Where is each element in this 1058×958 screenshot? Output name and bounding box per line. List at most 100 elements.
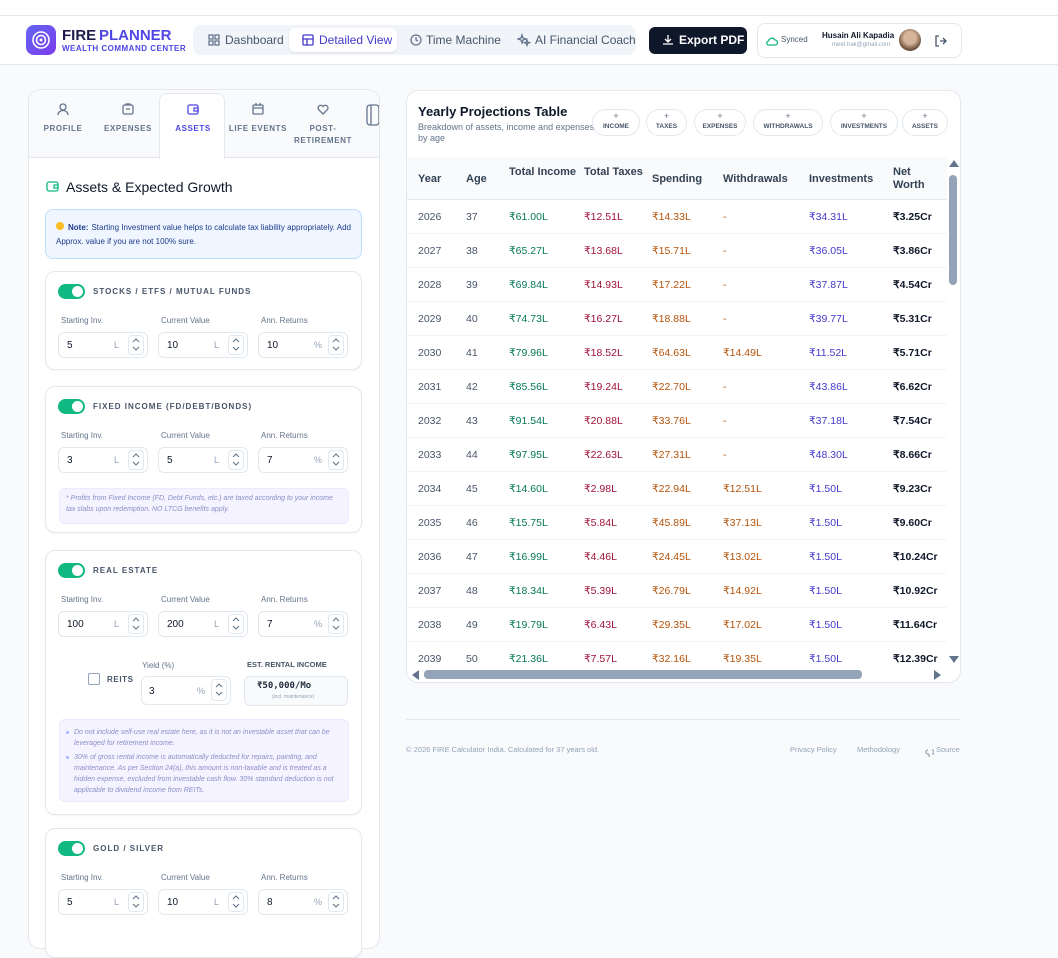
table-cell: ₹9.23Cr bbox=[893, 483, 932, 495]
table-cell: ₹3.25Cr bbox=[893, 211, 932, 223]
avatar[interactable] bbox=[899, 29, 921, 51]
h-scroll-left[interactable] bbox=[412, 670, 419, 680]
table-cell: ₹15.71L bbox=[652, 245, 691, 257]
table-cell: ₹4.54Cr bbox=[893, 279, 932, 291]
table-cell: ₹16.99L bbox=[509, 551, 548, 563]
table-cell: 2030 bbox=[418, 347, 442, 359]
column-toggle[interactable] bbox=[902, 109, 948, 136]
spinner-arrows bbox=[332, 895, 340, 908]
note-label: Note: bbox=[68, 223, 89, 232]
tab[interactable]: PROFILE bbox=[43, 124, 83, 133]
spinner-arrows bbox=[132, 338, 140, 351]
spinner[interactable] bbox=[228, 614, 244, 634]
table-cell: ₹18.34L bbox=[509, 585, 548, 597]
field-value: 10 bbox=[167, 340, 179, 351]
field-label: Ann. Returns bbox=[261, 316, 308, 325]
tab[interactable]: POST-RETIREMENT bbox=[294, 124, 352, 145]
footer-link[interactable]: Methodology bbox=[857, 745, 900, 754]
tab[interactable]: LIFE EVENTS bbox=[228, 124, 288, 133]
column-toggle[interactable] bbox=[830, 109, 898, 136]
spinner[interactable] bbox=[228, 450, 244, 470]
export-icon bbox=[661, 33, 675, 47]
table-cell: ₹18.88L bbox=[652, 313, 691, 325]
spinner[interactable] bbox=[328, 450, 344, 470]
column-toggle[interactable] bbox=[592, 109, 640, 136]
table-cell: ₹5.71Cr bbox=[893, 347, 932, 359]
table-row bbox=[407, 540, 947, 574]
table-cell: ₹12.39Cr bbox=[893, 653, 938, 665]
field-label: Current Value bbox=[161, 431, 210, 440]
spinner[interactable] bbox=[128, 335, 144, 355]
column-toggle[interactable] bbox=[694, 109, 746, 136]
nav-item[interactable]: AI Financial Coach bbox=[535, 33, 636, 47]
field-value: 200 bbox=[167, 619, 184, 630]
tab[interactable]: EXPENSES bbox=[104, 124, 152, 133]
nav-item[interactable]: Time Machine bbox=[426, 33, 501, 47]
h-scroll-thumb[interactable] bbox=[424, 670, 862, 679]
column-toggle[interactable] bbox=[753, 109, 823, 136]
sync-icon bbox=[765, 34, 779, 46]
table-cell: ₹19.79L bbox=[509, 619, 548, 631]
spinner[interactable] bbox=[211, 679, 227, 701]
table-cell: ₹37.18L bbox=[809, 415, 848, 427]
v-scroll-thumb[interactable] bbox=[949, 175, 957, 285]
spinner[interactable] bbox=[128, 614, 144, 634]
spinner-arrows bbox=[332, 338, 340, 351]
table-cell: ₹17.02L bbox=[723, 619, 762, 631]
table-cell: ₹19.24L bbox=[584, 381, 623, 393]
table-cell: ₹10.24Cr bbox=[893, 551, 938, 563]
footer-link[interactable]: Privacy Policy bbox=[790, 745, 837, 754]
logo bbox=[26, 25, 56, 55]
spinner-arrows bbox=[132, 895, 140, 908]
table-row bbox=[407, 370, 947, 404]
table-cell: ₹22.70L bbox=[652, 381, 691, 393]
export-button[interactable] bbox=[649, 27, 747, 54]
h-scroll-right[interactable] bbox=[934, 670, 941, 680]
spinner[interactable] bbox=[128, 892, 144, 912]
v-scroll-up[interactable] bbox=[949, 160, 959, 167]
table-title: Yearly Projections Table bbox=[418, 104, 568, 119]
tab-icon bbox=[251, 102, 265, 116]
nav-item[interactable]: Detailed View bbox=[319, 33, 393, 47]
table-cell: ₹1.50L bbox=[809, 619, 842, 631]
column-header: Year bbox=[418, 173, 442, 185]
field-label: Current Value bbox=[161, 595, 210, 604]
field-value: 10 bbox=[267, 340, 279, 351]
column-header: Total Taxes bbox=[584, 166, 643, 178]
table-row bbox=[407, 574, 947, 608]
column-header: Withdrawals bbox=[723, 173, 788, 185]
spinner[interactable] bbox=[228, 892, 244, 912]
spinner[interactable] bbox=[128, 450, 144, 470]
spinner[interactable] bbox=[228, 335, 244, 355]
tab-icon bbox=[56, 102, 70, 116]
tab[interactable]: ASSETS bbox=[175, 124, 211, 133]
spinner[interactable] bbox=[328, 335, 344, 355]
spinner[interactable] bbox=[328, 892, 344, 912]
re-note-bullet bbox=[66, 731, 69, 734]
nav-item[interactable]: Dashboard bbox=[225, 33, 284, 47]
spinner-arrows bbox=[215, 683, 223, 696]
toggle-plus: + bbox=[613, 111, 619, 121]
table-cell: ₹10.92Cr bbox=[893, 585, 938, 597]
rental-box bbox=[244, 676, 348, 706]
table-row bbox=[407, 234, 947, 268]
table-cell: 41 bbox=[466, 347, 478, 359]
table-cell: ₹13.02L bbox=[723, 551, 762, 563]
reits-checkbox[interactable] bbox=[88, 673, 100, 685]
field-value: 5 bbox=[67, 340, 73, 351]
toggle[interactable] bbox=[58, 399, 85, 414]
section-title: Assets & Expected Growth bbox=[66, 179, 233, 195]
column-toggle[interactable] bbox=[646, 109, 687, 136]
field-unit: L bbox=[214, 340, 220, 350]
footer-link[interactable]: Source bbox=[936, 745, 960, 754]
v-scroll-down[interactable] bbox=[949, 656, 959, 663]
nav-icon bbox=[207, 33, 221, 47]
toggle[interactable] bbox=[58, 563, 85, 578]
table-cell: ₹11.52L bbox=[809, 347, 848, 359]
toggle[interactable] bbox=[58, 284, 85, 299]
table-cell: ₹26.79L bbox=[652, 585, 691, 597]
footer-divider bbox=[406, 719, 961, 720]
spinner[interactable] bbox=[328, 614, 344, 634]
toggle[interactable] bbox=[58, 841, 85, 856]
source-icon-svg bbox=[925, 749, 935, 758]
